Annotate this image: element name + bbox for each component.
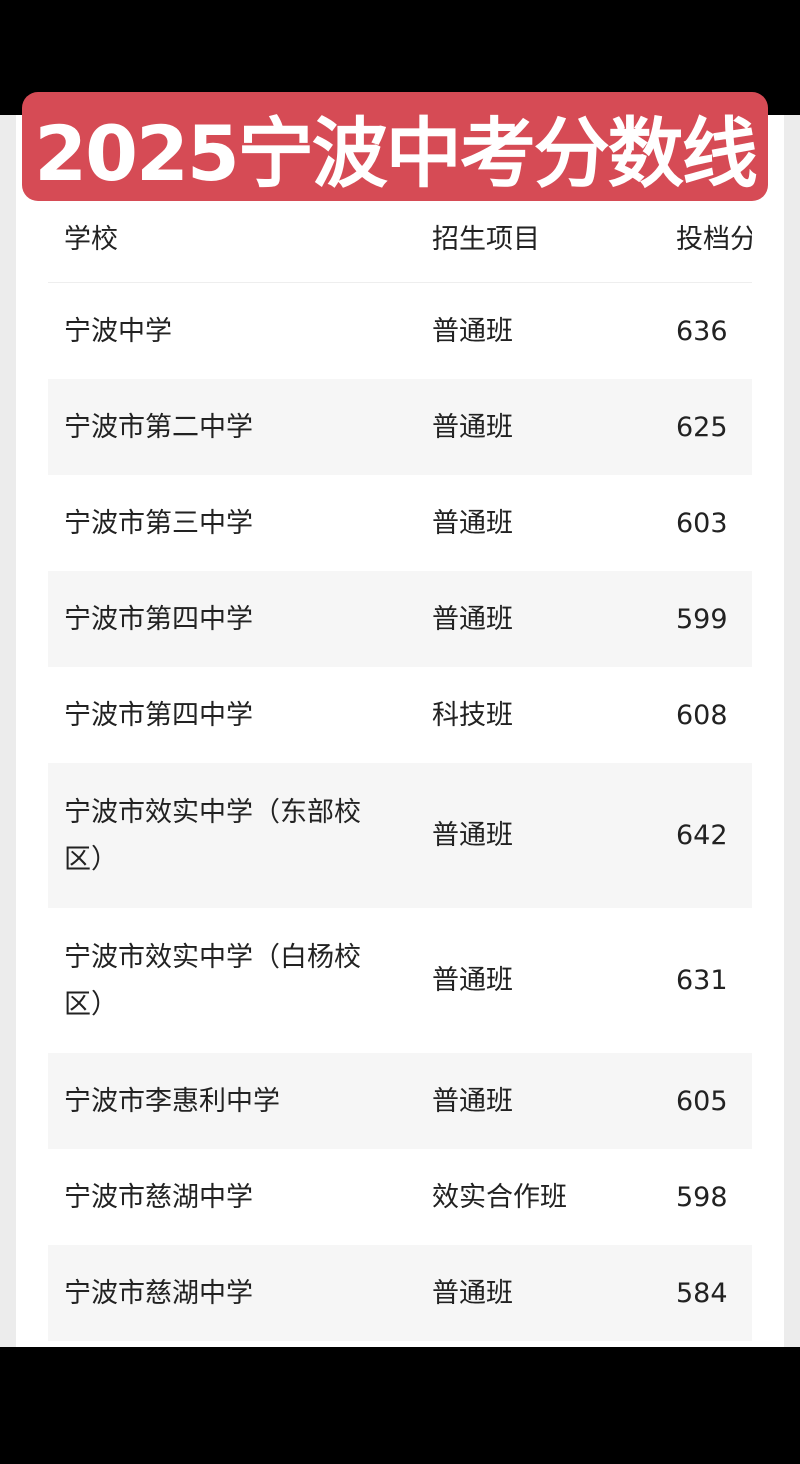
score-table: 学校 招生项目 投档分 宁波中学 普通班 636 宁波市第二中学 普通班 625 宁波市第三… xyxy=(48,200,752,1341)
school-cell: 宁波市慈湖中学 xyxy=(64,1181,253,1213)
school-cell: 宁波市第四中学 xyxy=(64,603,253,635)
program-cell: 普通班 xyxy=(432,507,513,539)
school-cell: 宁波中学 xyxy=(64,315,172,347)
score-cell: 636 xyxy=(676,315,728,347)
score-cell: 608 xyxy=(676,699,728,731)
school-cell: 宁波市第四中学 xyxy=(64,699,253,731)
school-cell: 宁波市效实中学（白杨校区） xyxy=(64,941,361,1020)
program-cell: 普通班 xyxy=(432,315,513,347)
table-row: 宁波市效实中学（白杨校区） 普通班 631 xyxy=(48,908,752,1053)
score-cell: 631 xyxy=(676,965,728,996)
program-cell: 普通班 xyxy=(432,1085,513,1117)
table-row: 宁波市第二中学 普通班 625 xyxy=(48,379,752,475)
program-cell: 普通班 xyxy=(432,965,513,996)
table-row: 宁波市慈湖中学 效实合作班 598 xyxy=(48,1149,752,1245)
program-cell: 效实合作班 xyxy=(432,1181,567,1213)
score-cell: 625 xyxy=(676,411,728,443)
program-cell: 普通班 xyxy=(432,603,513,635)
table-row: 宁波市慈湖中学 普通班 584 xyxy=(48,1245,752,1341)
table-row: 宁波市李惠利中学 普通班 605 xyxy=(48,1053,752,1149)
table-row: 宁波市第四中学 普通班 599 xyxy=(48,571,752,667)
table-row: 宁波市第四中学 科技班 608 xyxy=(48,667,752,763)
header-score: 投档分 xyxy=(676,224,752,255)
school-cell: 宁波市第二中学 xyxy=(64,411,253,443)
program-cell: 普通班 xyxy=(432,820,513,851)
score-cell: 605 xyxy=(676,1085,728,1117)
school-cell: 宁波市慈湖中学 xyxy=(64,1277,253,1309)
header-school: 学校 xyxy=(64,224,118,255)
score-cell: 584 xyxy=(676,1277,728,1309)
table-row: 宁波市第三中学 普通班 603 xyxy=(48,475,752,571)
program-cell: 普通班 xyxy=(432,1277,513,1309)
header-program: 招生项目 xyxy=(432,224,540,255)
score-cell: 598 xyxy=(676,1181,728,1213)
program-cell: 科技班 xyxy=(432,699,513,731)
score-cell: 599 xyxy=(676,603,728,635)
table-row: 宁波市效实中学（东部校区） 普通班 642 xyxy=(48,763,752,908)
school-cell: 宁波市李惠利中学 xyxy=(64,1085,280,1117)
program-cell: 普通班 xyxy=(432,411,513,443)
score-cell: 603 xyxy=(676,507,728,539)
title-banner: 2025宁波中考分数线 xyxy=(22,92,768,201)
page-title: 2025宁波中考分数线 xyxy=(34,108,758,198)
school-cell: 宁波市第三中学 xyxy=(64,507,253,539)
table-header: 学校 招生项目 投档分 xyxy=(48,200,752,283)
school-cell: 宁波市效实中学（东部校区） xyxy=(64,796,361,875)
score-cell: 642 xyxy=(676,820,728,851)
table-row: 宁波中学 普通班 636 xyxy=(48,283,752,379)
